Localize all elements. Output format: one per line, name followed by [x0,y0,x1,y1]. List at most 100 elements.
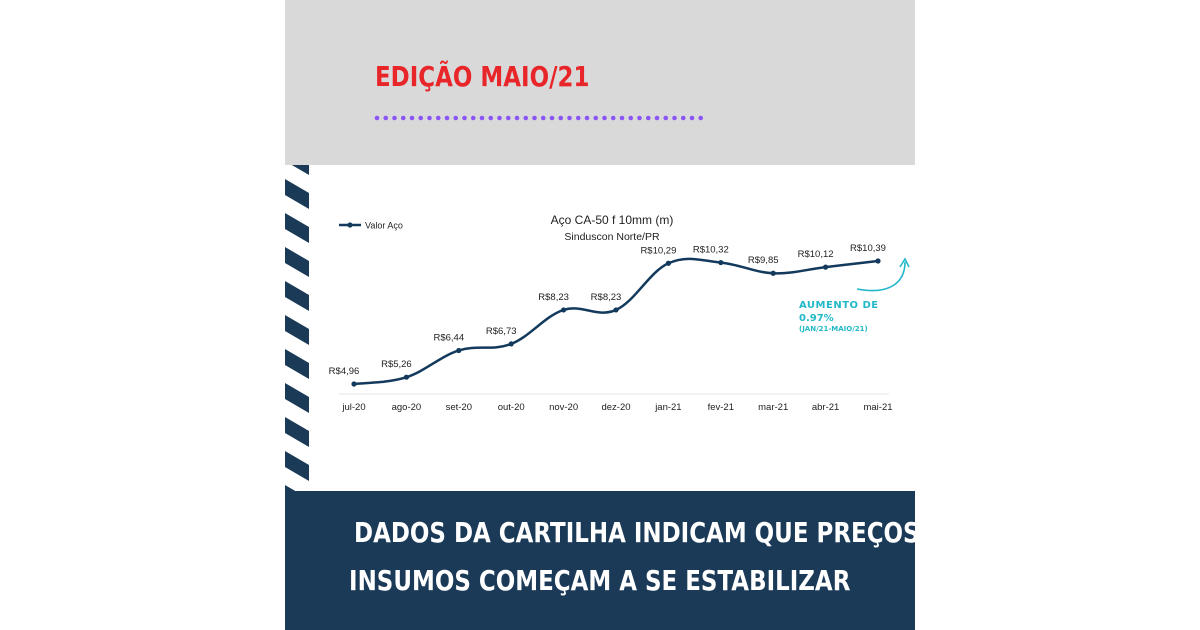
x-tick-label: abr-21 [812,402,839,413]
stripe-decoration [285,165,309,491]
data-point [823,264,829,270]
divider-dot [575,115,581,121]
data-point [718,259,724,266]
data-point [665,260,671,266]
divider-dot [383,115,389,121]
x-tick-label: fev-21 [708,402,734,413]
divider-dot [444,115,450,121]
divider-dot [602,115,607,121]
stripe [285,383,309,413]
divider-dot [427,115,432,121]
steel-price-chart: Valor Aço Aço CA-50 f 10mm (m) Sinduscon… [329,213,910,413]
x-tick-label: jan-21 [654,402,681,413]
divider-dot [628,115,634,121]
data-point [561,307,567,313]
data-point [351,381,357,387]
annotation-arrowhead [899,257,910,268]
stripe [285,213,309,243]
data-label: R$10,39 [850,243,886,254]
headline: DADOS DA CARTILHA INDICAM QUE PREÇOS DOS… [285,509,915,605]
divider-dot [584,115,590,121]
divider-dot [470,115,476,121]
x-tick-label: out-20 [498,402,525,413]
data-point [456,347,462,354]
chart-legend: Valor Aço [339,221,403,231]
x-tick-label: mai-21 [863,402,892,413]
headline-line-1: DADOS DA CARTILHA INDICAM QUE PREÇOS DOS [354,516,915,549]
annotation-line1: AUMENTO DE [799,300,879,311]
data-point [875,258,881,264]
data-point [770,270,776,276]
divider-dot [540,115,546,121]
divider-dot [374,115,380,121]
stripe [285,417,309,447]
dotted-divider [374,115,704,121]
stripe [285,179,309,209]
data-label: R$8,23 [591,292,622,303]
divider-dot [479,115,485,121]
increase-annotation: AUMENTO DE 0.97% (JAN/21-MAIO/21) [799,257,910,333]
divider-dot [637,115,642,121]
stripe [285,451,309,481]
x-tick-label: dez-20 [601,402,630,413]
divider-dot [619,115,625,121]
divider-dot [392,115,397,121]
data-label: R$10,12 [798,249,834,260]
post-card: EDIÇÃO MAIO/21 Valor Aço Aço CA-50 f 10m… [285,0,915,630]
divider-dot [453,115,459,121]
divider-dot [532,115,537,121]
data-label: R$10,32 [693,245,729,256]
data-point [508,341,514,347]
stripe [285,349,309,379]
edition-title: EDIÇÃO MAIO/21 [375,60,590,93]
divider-dot [435,115,441,121]
divider-dot [409,115,415,121]
divider-dot [663,115,669,121]
divider-dot [689,115,695,121]
data-point [403,374,409,380]
data-label: R$6,44 [433,332,464,343]
headline-line-2: INSUMOS COMEÇAM A SE ESTABILIZAR [349,564,851,597]
legend-marker [347,222,353,228]
divider-dot [645,115,651,121]
plot-area: R$4,96 jul-20 R$5,26 ago-20 R$6,44 set-20 R$6,… [329,243,893,413]
chart-subtitle: Sinduscon Norte/PR [564,231,660,243]
x-tick-label: jul-20 [341,402,365,413]
x-tick-label: mar-21 [758,402,788,413]
divider-dot [497,115,502,121]
annotation-line3: (JAN/21-MAIO/21) [799,325,868,333]
divider-dot [400,115,406,121]
divider-dot [418,115,424,121]
header-panel: EDIÇÃO MAIO/21 [285,0,915,165]
divider-dot [514,115,520,121]
data-point [613,307,619,313]
data-label: R$6,73 [486,326,517,337]
stripe [285,315,309,345]
divider-dot [593,115,599,121]
data-label: R$9,85 [748,255,779,266]
divider-dot [523,115,529,121]
chart-title: Aço CA-50 f 10mm (m) [551,213,674,227]
annotation-line2: 0.97% [799,313,834,324]
stripe [285,247,309,277]
headline-panel: DADOS DA CARTILHA INDICAM QUE PREÇOS DOS… [285,491,915,630]
divider-dot [462,115,467,121]
data-label: R$8,23 [538,292,569,303]
legend-label: Valor Aço [365,221,403,231]
data-label: R$10,29 [640,245,676,256]
stripe [285,281,309,311]
data-label: R$4,96 [329,366,360,377]
divider-dot [558,115,564,121]
divider-dot [680,115,686,121]
divider-dot [654,115,660,121]
divider-dot [698,115,704,121]
data-label: R$5,26 [381,359,412,370]
divider-dot [549,115,555,121]
divider-dot [505,115,511,121]
divider-dot [488,115,494,121]
divider-dot [610,115,616,121]
x-tick-label: set-20 [446,402,472,413]
x-tick-label: nov-20 [549,402,578,413]
x-tick-label: ago-20 [392,402,422,413]
divider-dot [567,115,572,121]
